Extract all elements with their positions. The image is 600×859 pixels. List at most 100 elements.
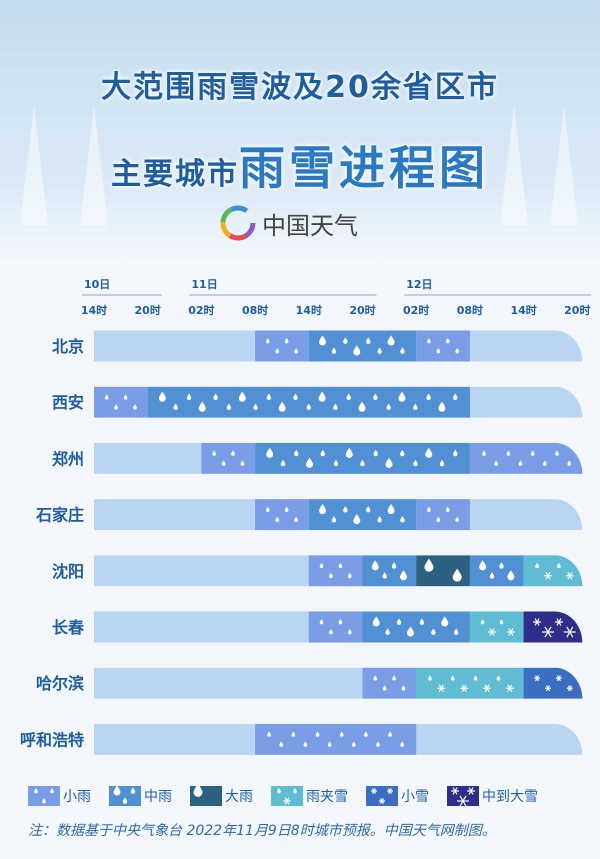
raindrop-icon [333,459,339,467]
legend-swatch [28,786,60,806]
segment-light-rain [416,499,470,531]
city-row: 沈阳 [52,555,583,587]
segment-fill [362,667,417,699]
raindrop-icon [489,572,495,579]
raindrop-icon [480,619,485,625]
segment-fill [255,723,417,755]
bar [94,386,583,418]
time-tick-label: 08时 [242,303,268,317]
tree-decoration [500,105,528,225]
raindrop-icon [455,348,459,354]
raindrop-icon [506,450,511,456]
segment-light-rain [255,330,309,362]
snowflake-icon [506,628,515,636]
snowflake-stroke [489,628,495,636]
legend-swatch [271,786,303,806]
raindrop-icon [400,741,404,747]
title-prefix: 主要城市 [111,157,239,192]
snowflake-stroke [484,684,490,692]
raindrop-icon [479,560,487,571]
segment-moderate-rain [255,442,470,474]
bar [94,330,583,362]
raindrop-icon [294,449,299,457]
legend-item-heavy-rain: 大雨 [190,786,253,806]
raindrop-icon [567,460,572,466]
segment-fill [308,611,363,643]
snowflake-icon [533,618,542,626]
segment-fill [308,499,417,531]
raindrop-icon [366,337,371,344]
raindrop-icon [543,460,547,466]
city-label: 北京 [52,337,84,356]
raindrop-icon [338,619,343,625]
time-tick-label: 14时 [296,303,322,317]
raindrop-icon [275,348,280,354]
segment-moderate-rain [469,555,524,587]
raindrop-icon [499,619,504,625]
raindrop-icon [518,460,523,466]
raindrop-icon [339,731,344,737]
title-main: 雨雪进程图 [239,141,489,195]
raindrop-icon [387,335,395,346]
raindrop-icon [279,741,284,747]
raindrop-icon [319,335,327,346]
snowflake-icon [566,685,573,692]
raindrop-icon [306,403,311,411]
legend-item-sleet: 雨夹雪 [271,786,348,806]
legend-label: 小雪 [401,789,429,805]
time-tick-label: 02时 [188,303,214,317]
header-banner: 大范围雨雪波及20余省区市 主要城市雨雪进程图 中国天气 [0,0,600,265]
raindrop-icon [284,506,289,512]
snowflake-icon [387,788,393,794]
legend-swatch [447,786,479,806]
raindrop-icon [353,345,361,356]
raindrop-icon [294,516,298,522]
raindrop-icon [293,788,297,794]
raindrop-icon [50,788,54,794]
bar [94,667,583,699]
snowflake-stroke [387,788,393,794]
raindrop-icon [376,741,380,747]
snowflake-icon [460,684,469,692]
raindrop-icon [427,338,431,344]
segment-moderate-rain [308,330,417,362]
snowflake-stroke [452,787,458,795]
raindrop-icon [386,403,391,411]
raindrop-icon [400,516,405,523]
raindrop-icon [428,675,432,681]
raindrop-icon [387,504,395,515]
city-row: 哈尔滨 [36,667,583,699]
snowflake-icon [544,685,551,692]
snowflake-stroke [438,684,444,692]
snowflake-icon [505,684,514,692]
raindrop-icon [284,338,289,344]
segment-light-rain [308,611,363,643]
segment-fill [201,442,256,474]
raindrop-icon [391,562,397,569]
day-label: 12日 [406,278,432,291]
raindrop-icon [535,562,539,569]
raindrop-icon [319,504,327,515]
raindrop-icon [364,731,368,737]
segment-fill [416,330,470,362]
day-label: 10日 [84,278,110,291]
raindrop-icon [450,675,455,681]
legend-label: 中到大雪 [482,789,538,805]
snowflake-stroke [544,626,552,638]
snowflake-icon [283,797,291,805]
raindrop-icon [193,786,203,797]
raindrop-icon [347,629,352,635]
raindrop-icon [338,562,343,569]
raindrop-icon [436,516,441,522]
raindrop-icon [133,404,137,410]
raindrop-icon [499,562,504,569]
city-label: 石家庄 [35,506,84,525]
segment-sleet [523,555,583,587]
raindrop-icon [398,391,406,402]
segment-fill [308,555,363,587]
snowflake-stroke [534,618,540,626]
title-line-1: 大范围雨雪波及20余省区市 [101,70,499,105]
segment-sleet [469,611,524,643]
legend-swatch [366,786,398,806]
raindrop-icon [333,403,338,411]
